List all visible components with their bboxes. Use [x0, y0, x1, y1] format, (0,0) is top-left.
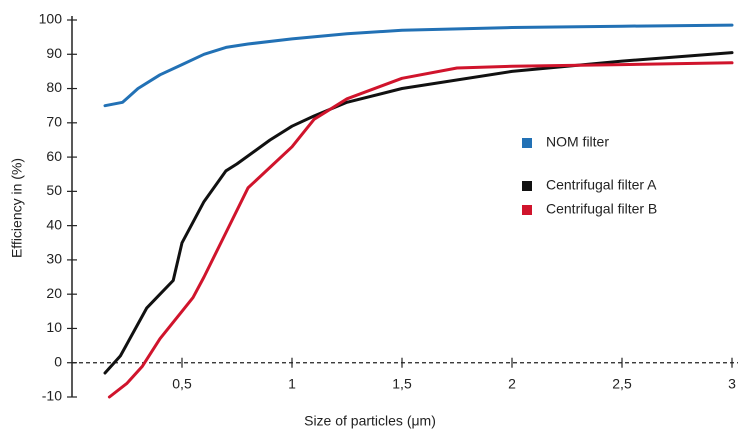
legend-swatch [522, 181, 532, 191]
y-tick-label: 50 [46, 182, 62, 198]
y-axis-label: Efficiency in (%) [9, 158, 25, 258]
legend-label: Centrifugal filter A [546, 177, 657, 193]
y-tick-label: 80 [46, 79, 62, 95]
y-tick-label: 40 [46, 216, 62, 232]
line [103, 51, 734, 375]
line [107, 61, 734, 399]
legend-label: NOM filter [546, 134, 609, 150]
x-tick-label: 1,5 [392, 375, 412, 391]
legend-label: Centrifugal filter B [546, 201, 657, 217]
x-tick-label: 2 [508, 375, 516, 391]
y-tick-label: 30 [46, 251, 62, 267]
legend-swatch [522, 138, 532, 148]
x-tick-label: 0,5 [172, 375, 192, 391]
y-tick-label: 70 [46, 114, 62, 130]
x-tick-label: 3 [728, 375, 736, 391]
y-tick-label: -10 [42, 388, 62, 404]
x-tick-label: 1 [288, 375, 296, 391]
legend-swatch [522, 205, 532, 215]
y-tick-label: 60 [46, 148, 62, 164]
x-axis-label: Size of particles (μm) [304, 413, 436, 429]
y-tick-label: 0 [54, 353, 62, 369]
x-tick-label: 2,5 [612, 375, 632, 391]
y-tick-label: 20 [46, 285, 62, 301]
y-tick-label: 10 [46, 319, 62, 335]
y-tick-label: 100 [39, 11, 63, 27]
y-tick-label: 90 [46, 45, 62, 61]
line [103, 23, 734, 108]
